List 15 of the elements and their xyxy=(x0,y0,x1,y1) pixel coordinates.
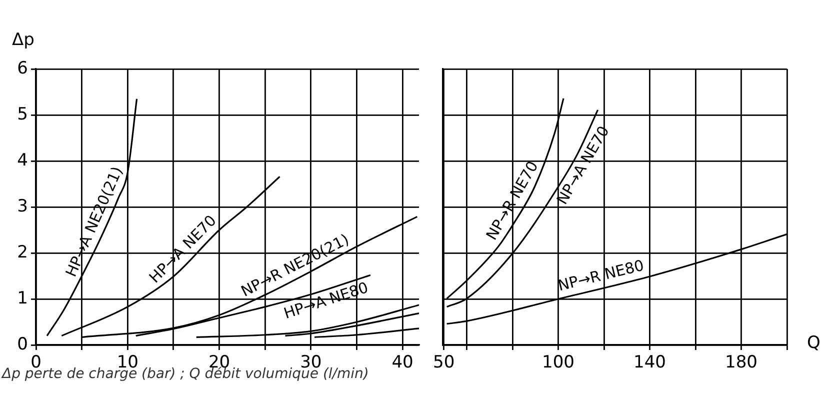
x-axis-title: Q xyxy=(807,333,820,353)
x-tick-label: 40 xyxy=(392,352,414,373)
y-tick-label: 3 xyxy=(17,196,28,216)
y-tick-label: 2 xyxy=(17,242,28,262)
x-tick-label: 140 xyxy=(634,352,666,373)
x-tick-label: 180 xyxy=(725,352,758,373)
y-tick-label: 6 xyxy=(17,58,28,78)
x-tick-label: 50 xyxy=(433,352,455,373)
x-tick-label: 100 xyxy=(542,352,574,373)
y-tick-label: 0 xyxy=(17,334,28,354)
text: NP→R NE80 xyxy=(556,256,646,295)
y-tick-label: 4 xyxy=(17,150,28,170)
y-axis-title: Δp xyxy=(12,30,34,50)
y-tick-label: 5 xyxy=(17,104,28,124)
y-tick-label: 1 xyxy=(17,288,28,308)
